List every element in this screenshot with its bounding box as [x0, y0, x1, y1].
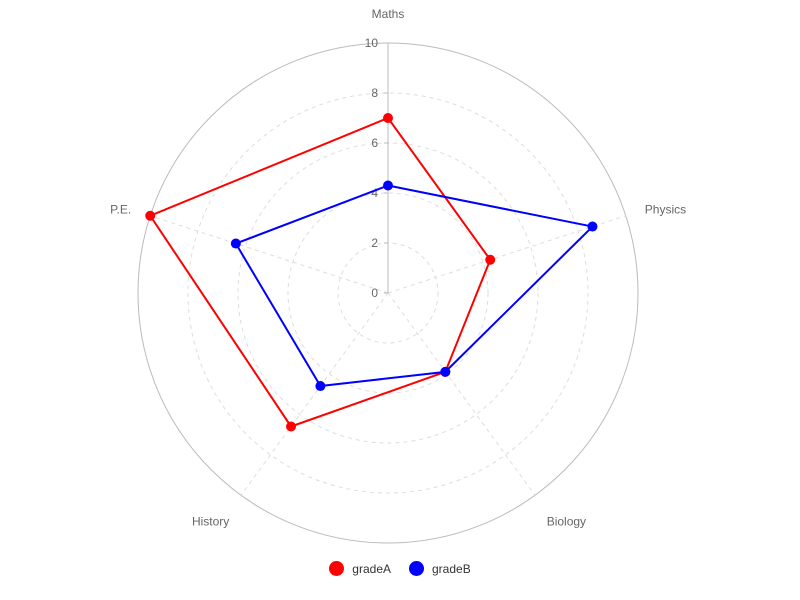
tick-label: 4 — [371, 186, 378, 200]
axis-label-history: History — [192, 514, 229, 528]
tick-label: 8 — [371, 86, 378, 100]
data-point-gradeB-p-e — [231, 239, 240, 248]
axis-label-physics: Physics — [645, 203, 686, 217]
spoke-line — [388, 293, 535, 495]
legend-label-gradeA: gradeA — [352, 562, 391, 576]
tick-label: 10 — [365, 36, 379, 50]
spoke-line — [150, 216, 388, 293]
legend-swatch-gradeB — [409, 561, 424, 576]
tick-label: 2 — [371, 236, 378, 250]
axis-label-maths: Maths — [372, 7, 405, 21]
tick-label: 6 — [371, 136, 378, 150]
legend-label-gradeB: gradeB — [432, 562, 471, 576]
data-point-gradeA-history — [287, 422, 296, 431]
data-point-gradeB-history — [316, 382, 325, 391]
data-point-gradeA-physics — [486, 255, 495, 264]
data-point-gradeB-physics — [588, 222, 597, 231]
category-labels: Maths Physics Biology History P.E. — [110, 7, 686, 528]
data-point-gradeB-maths — [384, 181, 393, 190]
data-point-gradeB-biology — [441, 367, 450, 376]
spoke-line — [241, 293, 388, 495]
series-line-gradeB — [236, 186, 593, 387]
series-gradeB — [231, 181, 597, 391]
legend-item-gradeB[interactable]: gradeB — [409, 561, 471, 576]
radial-tick-labels: 0 2 4 6 8 10 — [365, 36, 388, 300]
tick-label: 0 — [371, 286, 378, 300]
data-point-gradeA-p-e — [146, 211, 155, 220]
legend-swatch-gradeA — [329, 561, 344, 576]
legend: gradeA gradeB — [0, 561, 800, 576]
legend-item-gradeA[interactable]: gradeA — [329, 561, 391, 576]
data-point-gradeA-maths — [384, 114, 393, 123]
axis-label-p-e: P.E. — [110, 203, 131, 217]
axis-label-biology: Biology — [547, 514, 586, 528]
series-line-gradeA — [150, 118, 490, 426]
